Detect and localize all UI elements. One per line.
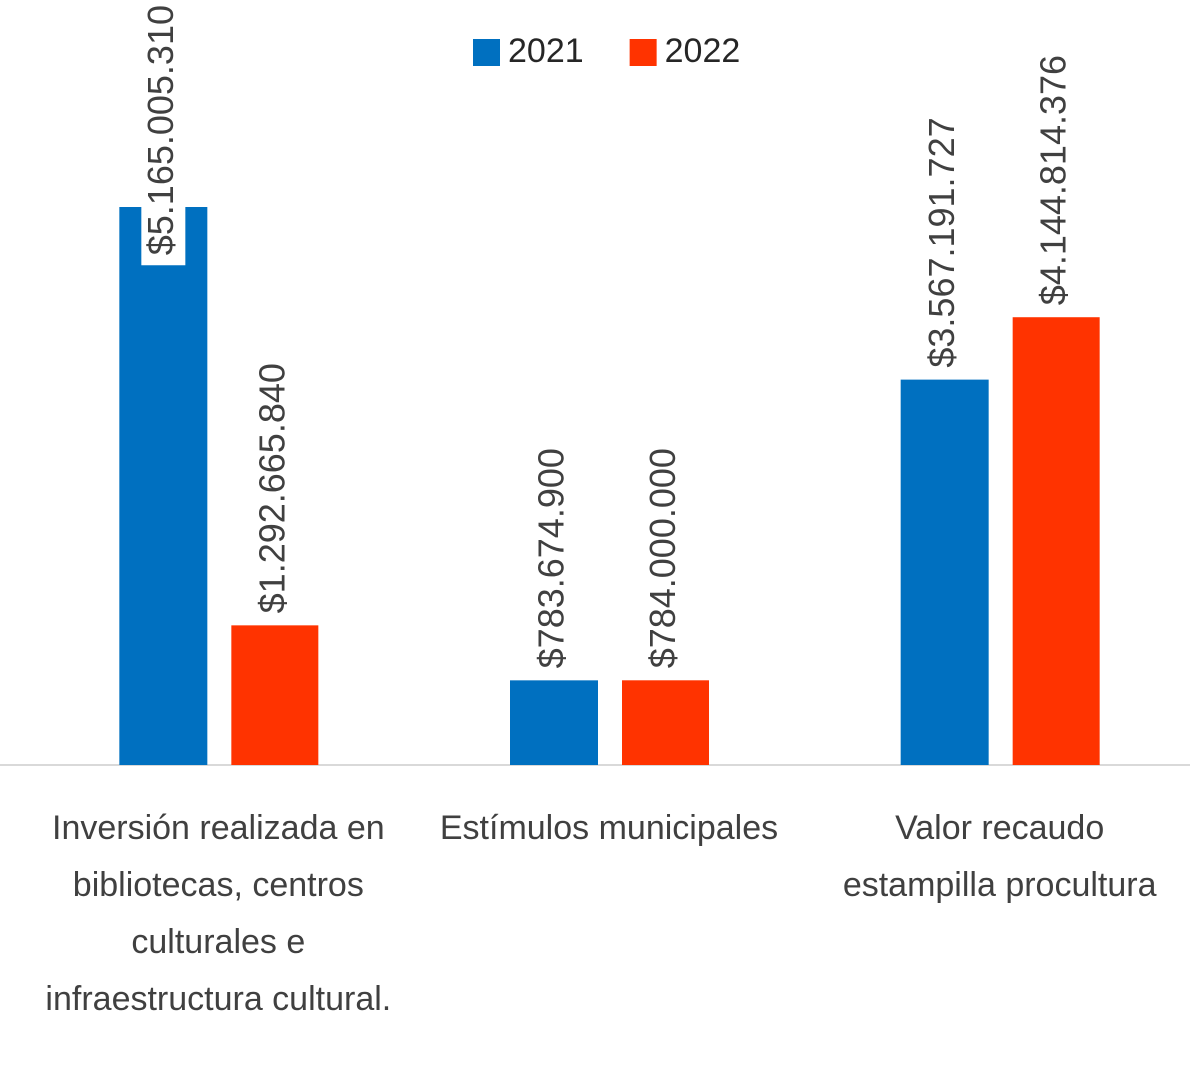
value-label-group: $1.292.665.840 <box>251 363 292 613</box>
bar <box>510 680 598 765</box>
x-tick-label: Estímulos municipales <box>440 809 778 847</box>
value-label: $4.144.814.376 <box>1033 55 1074 305</box>
value-label: $5.165.005.310 <box>140 5 181 255</box>
value-label: $3.567.191.727 <box>921 117 962 367</box>
value-label-bg <box>141 207 186 266</box>
value-label-group: $5.165.005.310 <box>140 5 186 266</box>
bar <box>231 625 319 765</box>
value-label-group: $784.000.000 <box>642 448 683 668</box>
legend-swatch <box>629 39 657 66</box>
legend-label: 2021 <box>508 32 584 70</box>
bar <box>119 207 208 765</box>
value-label-group: $4.144.814.376 <box>1033 55 1074 305</box>
value-label: $783.674.900 <box>531 448 572 668</box>
bar <box>1012 317 1100 765</box>
value-label: $1.292.665.840 <box>251 363 292 613</box>
legend-label: 2022 <box>665 32 741 70</box>
value-label-group: $783.674.900 <box>531 448 572 668</box>
value-label: $784.000.000 <box>642 448 683 668</box>
x-tick-label: Valor recaudo estampilla procultura <box>843 809 1157 904</box>
value-label-group: $3.567.191.727 <box>921 117 962 367</box>
bar <box>900 379 989 765</box>
x-tick-label: Inversión realizada en bibliotecas, centr… <box>45 809 391 1018</box>
legend-swatch <box>473 39 500 66</box>
bar <box>622 680 709 765</box>
